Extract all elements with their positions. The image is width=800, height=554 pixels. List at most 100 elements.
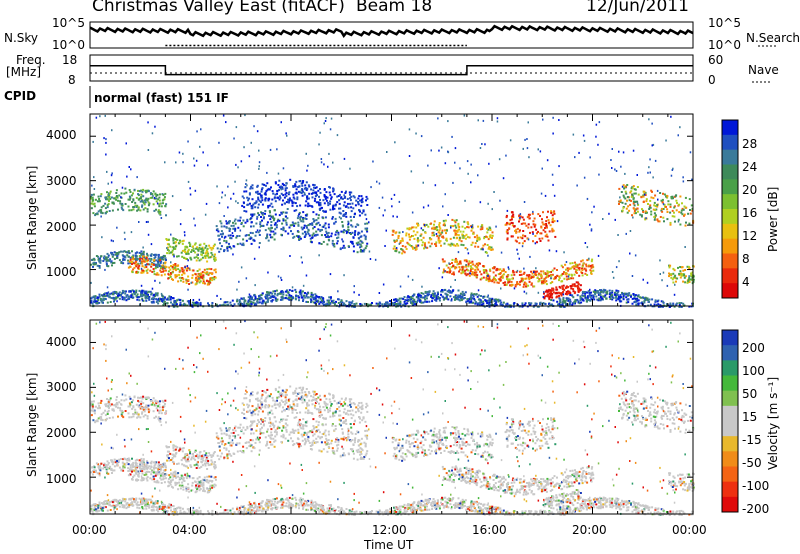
power-cell: [107, 291, 110, 294]
power-cell: [306, 169, 308, 172]
power-cell: [260, 188, 263, 191]
power-cell: [137, 189, 139, 192]
power-cell: [147, 259, 149, 262]
power-cell: [270, 224, 273, 227]
velocity-cell: [156, 400, 159, 403]
power-cell: [588, 295, 590, 298]
power-cell: [504, 271, 507, 273]
power-cell: [552, 132, 554, 135]
power-cell: [510, 218, 513, 221]
power-cell: [325, 230, 328, 233]
power-cell: [213, 269, 216, 272]
power-cell: [128, 260, 131, 263]
power-cell: [496, 117, 499, 120]
power-cell: [531, 212, 534, 215]
velocity-cell: [156, 473, 159, 476]
power-cell: [362, 250, 365, 253]
power-cell: [543, 277, 546, 280]
power-cell: [169, 245, 172, 248]
power-cell: [194, 273, 197, 276]
power-cell: [408, 235, 411, 238]
power-cell: [487, 238, 490, 241]
power-cell: [249, 231, 252, 234]
power-cell: [242, 219, 245, 222]
power-cell: [189, 257, 192, 260]
power-cell: [269, 236, 272, 239]
power-cell: [99, 209, 102, 212]
power-cell: [411, 211, 414, 214]
power-cell: [101, 299, 104, 302]
power-cell: [465, 233, 468, 236]
power-cell: [619, 294, 622, 296]
power-cell: [473, 274, 476, 277]
power-cell: [665, 205, 667, 208]
power-cell: [482, 276, 485, 279]
power-cell: [350, 195, 353, 198]
power-cell: [292, 222, 295, 225]
power-cell: [488, 246, 491, 249]
power-cell: [108, 195, 111, 198]
power-cell: [298, 235, 301, 238]
power-cell: [319, 207, 322, 210]
power-cell: [169, 274, 171, 277]
power-cell: [629, 252, 631, 255]
power-cell: [140, 196, 143, 199]
power-cell: [337, 290, 339, 293]
power-cell: [185, 282, 188, 284]
power-cell: [541, 281, 543, 284]
power-cell: [152, 297, 155, 300]
power-cell: [548, 230, 551, 233]
power-cell: [146, 268, 149, 271]
power-cell: [286, 134, 288, 137]
power-cell: [467, 223, 470, 226]
power-cell: [691, 178, 693, 181]
power-cell: [673, 205, 676, 208]
power-cell: [587, 265, 590, 268]
power-cell: [442, 260, 445, 263]
power-cell: [611, 148, 613, 150]
power-cell: [611, 289, 614, 292]
power-cell: [454, 257, 457, 260]
power-cell: [475, 262, 478, 265]
power-cell: [405, 232, 408, 235]
power-cell: [110, 251, 113, 254]
power-cell: [140, 261, 143, 264]
power-cell: [144, 189, 147, 192]
power-cell: [427, 164, 429, 167]
power-cell: [158, 300, 161, 303]
power-cell: [586, 274, 589, 276]
power-cell: [196, 280, 198, 283]
velocity-cell: [128, 459, 131, 462]
power-cell: [100, 206, 103, 209]
power-cell: [285, 187, 288, 190]
power-cell: [118, 297, 121, 300]
power-cell: [159, 212, 162, 215]
power-cell: [642, 194, 645, 197]
power-cell: [417, 293, 420, 296]
power-cell: [501, 270, 504, 273]
power-cell: [358, 209, 360, 212]
power-cell: [96, 212, 99, 215]
power-cell: [522, 273, 525, 275]
power-cell: [526, 138, 528, 140]
power-cell: [319, 131, 321, 134]
velocity-cell: [157, 469, 160, 472]
power-cell: [482, 265, 485, 267]
power-cell: [260, 190, 263, 193]
power-cell: [285, 195, 288, 198]
power-cell: [106, 191, 108, 194]
power-cell: [507, 281, 510, 284]
power-cell: [310, 291, 313, 294]
power-cell: [642, 195, 645, 198]
power-cell: [461, 266, 464, 269]
power-cell: [522, 147, 524, 150]
power-cell: [630, 199, 633, 202]
power-cell: [619, 297, 622, 300]
power-cell: [590, 264, 593, 267]
power-cell: [152, 262, 155, 265]
power-cell: [501, 274, 504, 277]
power-cell: [105, 256, 107, 259]
power-cell: [542, 296, 545, 299]
power-cell: [97, 298, 100, 301]
power-cell: [119, 202, 122, 205]
